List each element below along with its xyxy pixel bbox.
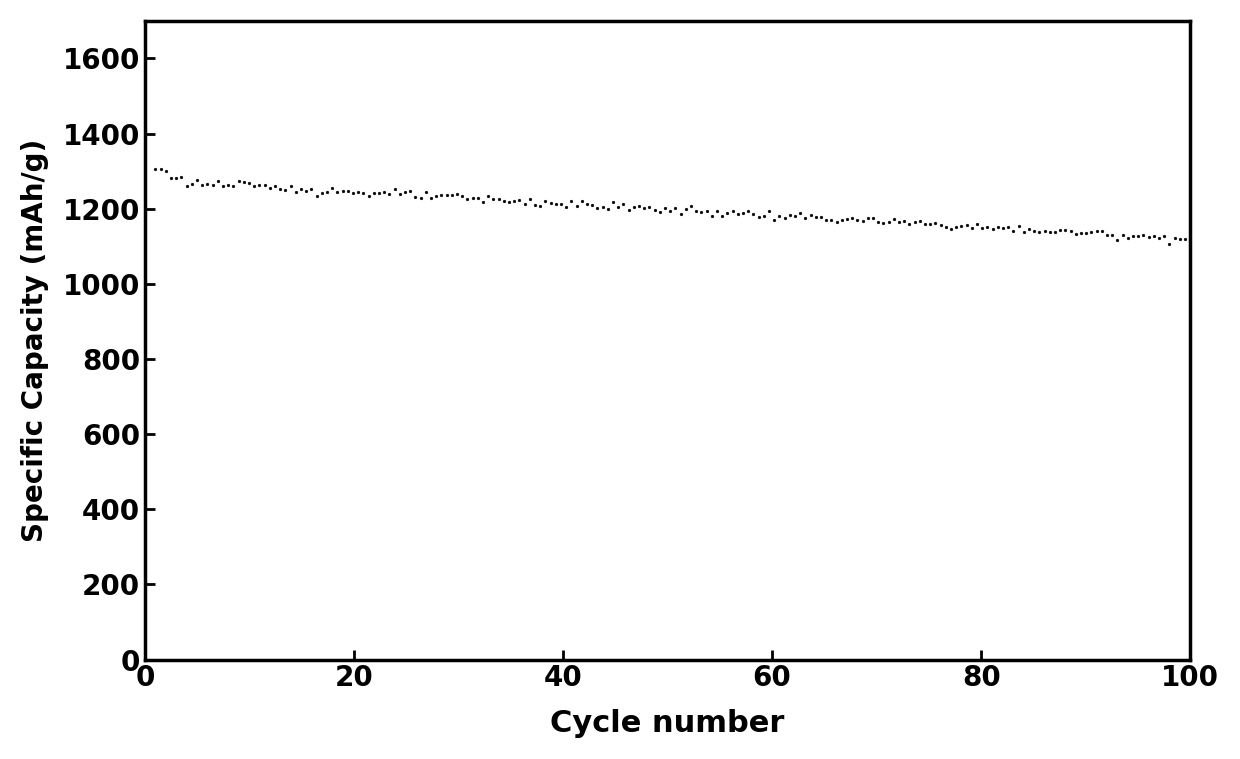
- Y-axis label: Specific Capacity (mAh/g): Specific Capacity (mAh/g): [21, 139, 48, 542]
- X-axis label: Cycle number: Cycle number: [551, 709, 785, 739]
